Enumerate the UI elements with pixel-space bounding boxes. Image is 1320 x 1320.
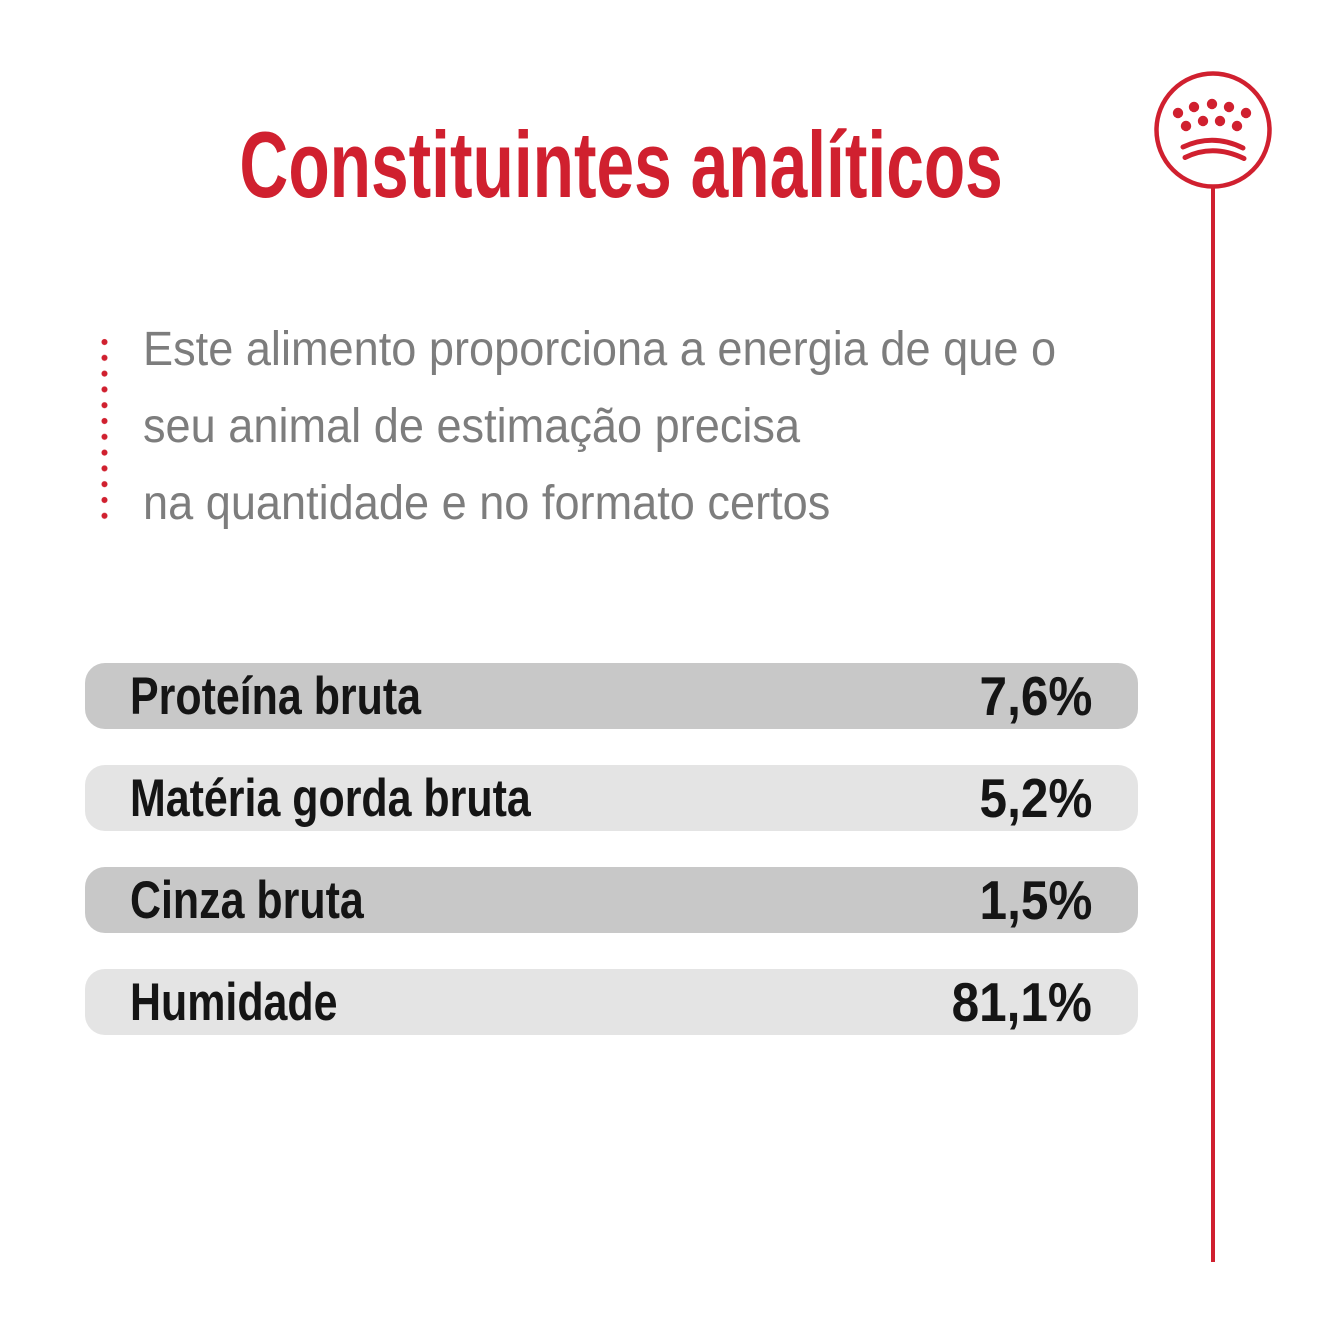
dotted-accent-line — [101, 338, 108, 520]
page-title-text: Constituintes analíticos — [239, 112, 1003, 217]
logo-circle — [1154, 71, 1272, 189]
row-label: Humidade — [130, 972, 338, 1032]
intro-line: na quantidade e no formato certos — [143, 477, 831, 530]
table-row: Proteína bruta 7,6% — [85, 663, 1138, 729]
royal-canin-crown-icon — [1154, 71, 1272, 189]
row-value: 81,1% — [951, 971, 1092, 1033]
row-label: Cinza bruta — [130, 870, 364, 930]
vertical-divider-line — [1211, 187, 1215, 1262]
row-value: 5,2% — [979, 767, 1092, 829]
intro-line: seu animal de estimação precisa — [143, 400, 801, 453]
row-label: Proteína bruta — [130, 666, 422, 726]
table-row: Matéria gorda bruta 5,2% — [85, 765, 1138, 831]
crown-base-arcs — [1180, 137, 1247, 161]
row-value: 7,6% — [979, 665, 1092, 727]
table-row: Cinza bruta 1,5% — [85, 867, 1138, 933]
row-value: 1,5% — [979, 869, 1092, 931]
table-row: Humidade 81,1% — [85, 969, 1138, 1035]
crown-gems — [1172, 98, 1252, 132]
constituents-table: Proteína bruta 7,6% Matéria gorda bruta … — [85, 663, 1138, 1071]
page-title: Constituintes analíticos — [0, 118, 1242, 212]
intro-line: Este alimento proporciona a energia de q… — [143, 323, 1057, 376]
intro-text: Este alimento proporciona a energia de q… — [143, 311, 1056, 542]
row-label: Matéria gorda bruta — [130, 768, 531, 828]
